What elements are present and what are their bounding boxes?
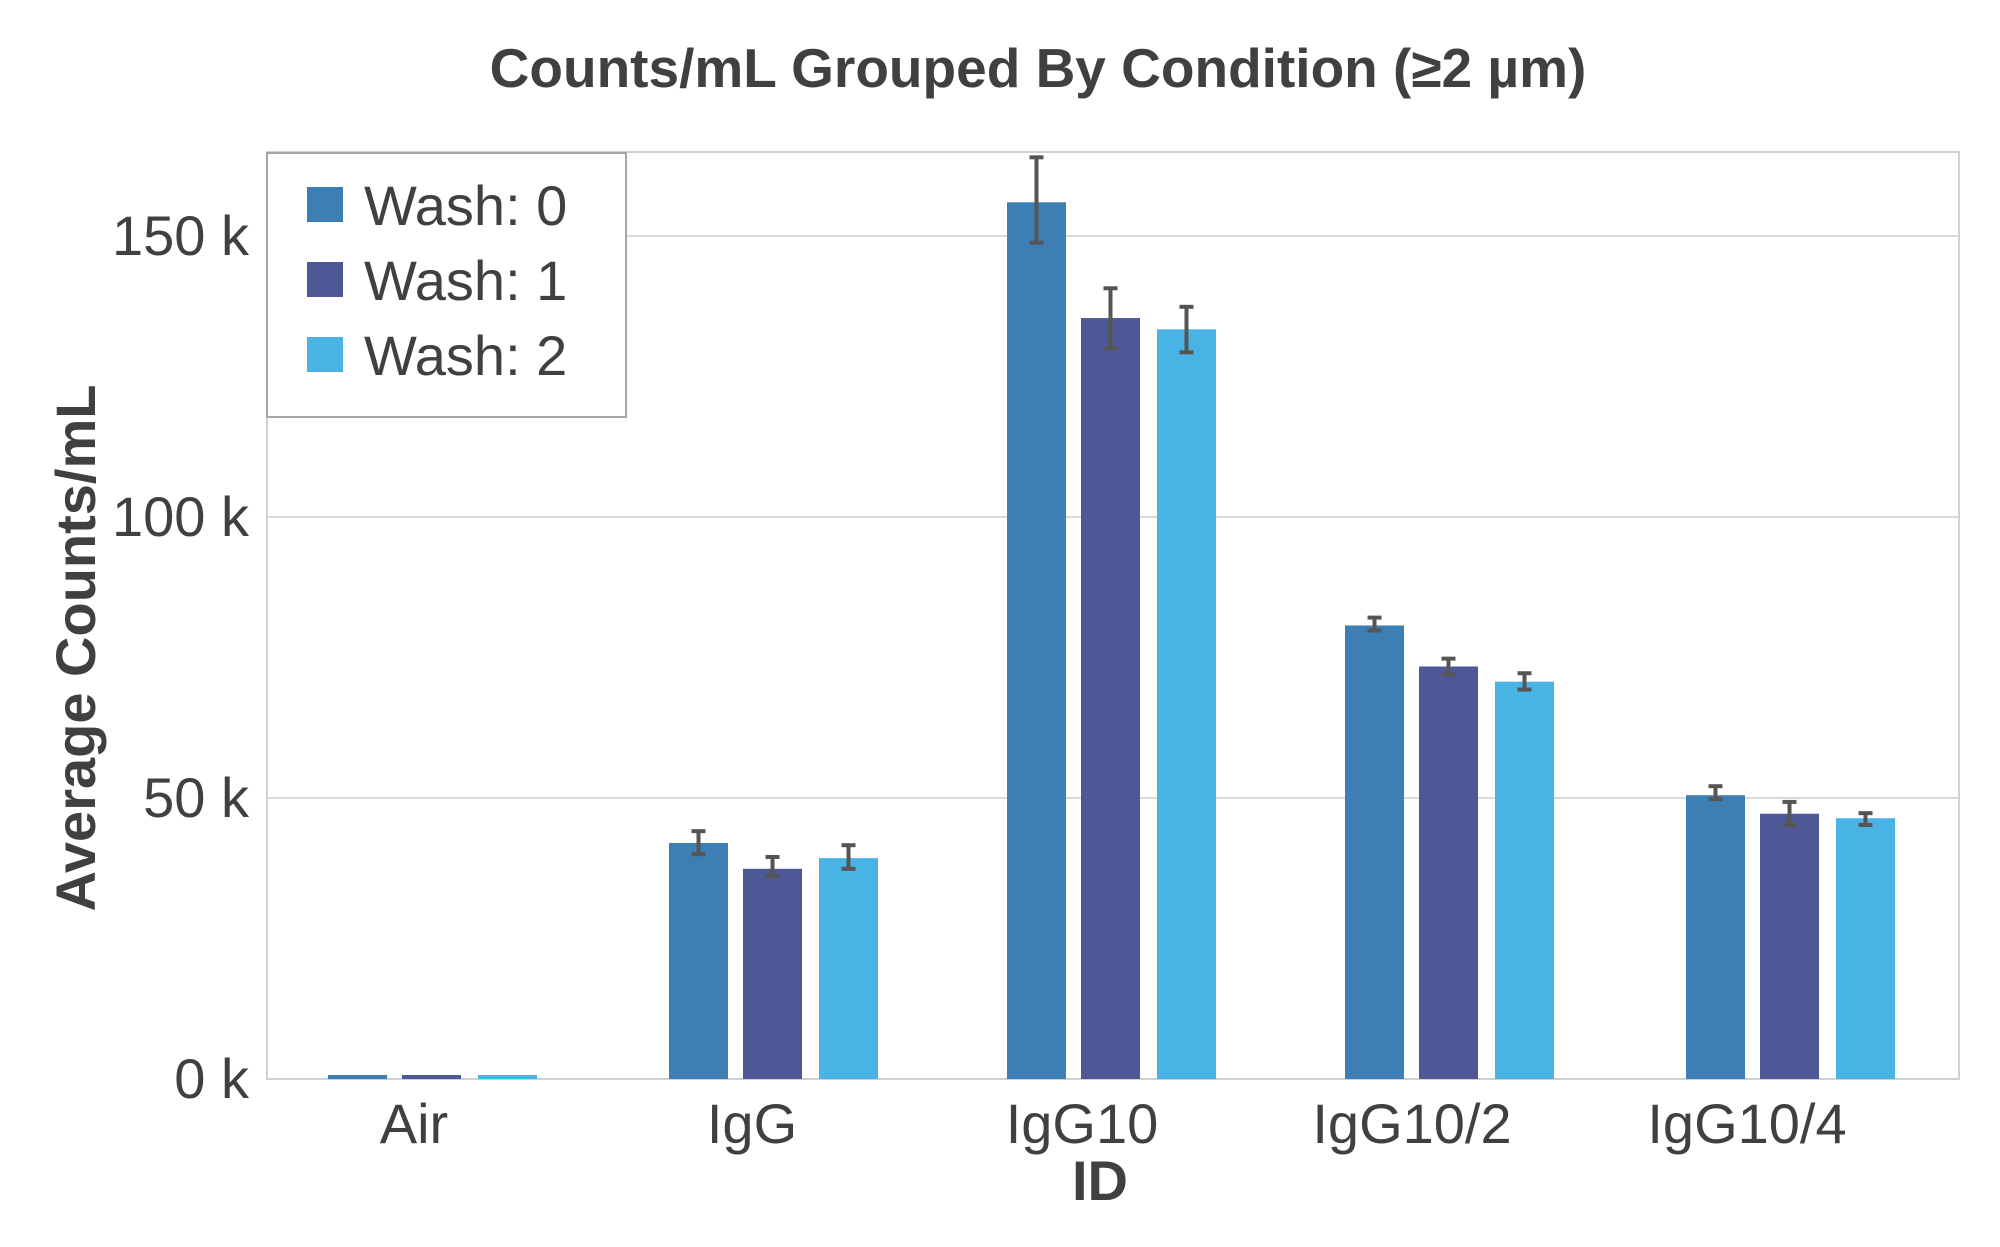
bar-igg-wash-1 bbox=[743, 868, 802, 1079]
bar-air-wash-2 bbox=[478, 1075, 537, 1079]
error-bar bbox=[1441, 656, 1456, 677]
bar-igg10-2-wash-2 bbox=[1495, 681, 1554, 1079]
error-bar bbox=[1858, 811, 1873, 827]
y-axis-title: Average Counts/mL bbox=[44, 385, 107, 912]
x-tick-label: IgG10 bbox=[1006, 1092, 1159, 1155]
bar-igg10-wash-0 bbox=[1007, 202, 1066, 1079]
error-bar bbox=[841, 843, 856, 871]
legend-swatch-icon bbox=[307, 187, 343, 222]
error-bar bbox=[1367, 615, 1382, 633]
bar-igg10-4-wash-2 bbox=[1836, 818, 1895, 1079]
bar-air-wash-0 bbox=[328, 1075, 387, 1079]
bar-igg-wash-2 bbox=[819, 858, 878, 1079]
error-bar bbox=[1179, 304, 1194, 355]
bar-igg10-4-wash-1 bbox=[1760, 813, 1819, 1079]
x-tick-label: Air bbox=[380, 1092, 448, 1155]
chart-title: Counts/mL Grouped By Condition (≥2 µm) bbox=[489, 37, 1587, 99]
legend: Wash: 0 Wash: 1 Wash: 2 bbox=[266, 152, 627, 418]
legend-swatch-icon bbox=[307, 337, 343, 372]
x-axis-ticks: Air IgG IgG10 IgG10/2 IgG10/4 bbox=[380, 1092, 1847, 1155]
legend-label: Wash: 1 bbox=[364, 249, 567, 312]
error-bar bbox=[1029, 155, 1044, 245]
bar-igg10-4-wash-0 bbox=[1686, 795, 1745, 1079]
legend-item-wash-2: Wash: 2 bbox=[307, 324, 567, 387]
legend-item-wash-1: Wash: 1 bbox=[307, 249, 567, 312]
error-bar bbox=[1103, 286, 1118, 351]
legend-swatch-icon bbox=[307, 262, 343, 297]
bar-igg10-wash-1 bbox=[1081, 318, 1140, 1079]
bar-igg10-2-wash-1 bbox=[1419, 666, 1478, 1079]
error-bar bbox=[1517, 671, 1532, 692]
x-axis-title: ID bbox=[1072, 1149, 1128, 1212]
bar-igg-wash-0 bbox=[669, 842, 728, 1079]
legend-label: Wash: 2 bbox=[364, 324, 567, 387]
bar-igg10-wash-2 bbox=[1157, 329, 1216, 1079]
y-axis-ticks: 0 k 50 k 100 k 150 k bbox=[112, 204, 250, 1110]
y-tick-label: 50 k bbox=[143, 766, 250, 829]
error-bar bbox=[1782, 799, 1797, 827]
bars bbox=[328, 202, 1895, 1079]
x-tick-label: IgG10/2 bbox=[1312, 1092, 1511, 1155]
error-bars bbox=[691, 155, 1873, 879]
x-tick-label: IgG bbox=[707, 1092, 797, 1155]
legend-label: Wash: 0 bbox=[364, 174, 567, 237]
bar-air-wash-1 bbox=[402, 1075, 461, 1079]
legend-item-wash-0: Wash: 0 bbox=[307, 174, 567, 237]
error-bar bbox=[691, 829, 706, 857]
y-tick-label: 150 k bbox=[112, 204, 250, 267]
bar-igg10-2-wash-0 bbox=[1345, 625, 1404, 1079]
error-bar bbox=[765, 855, 780, 879]
error-bar bbox=[1708, 784, 1723, 802]
y-tick-label: 100 k bbox=[112, 485, 250, 548]
x-tick-label: IgG10/4 bbox=[1647, 1092, 1846, 1155]
y-tick-label: 0 k bbox=[174, 1047, 250, 1110]
